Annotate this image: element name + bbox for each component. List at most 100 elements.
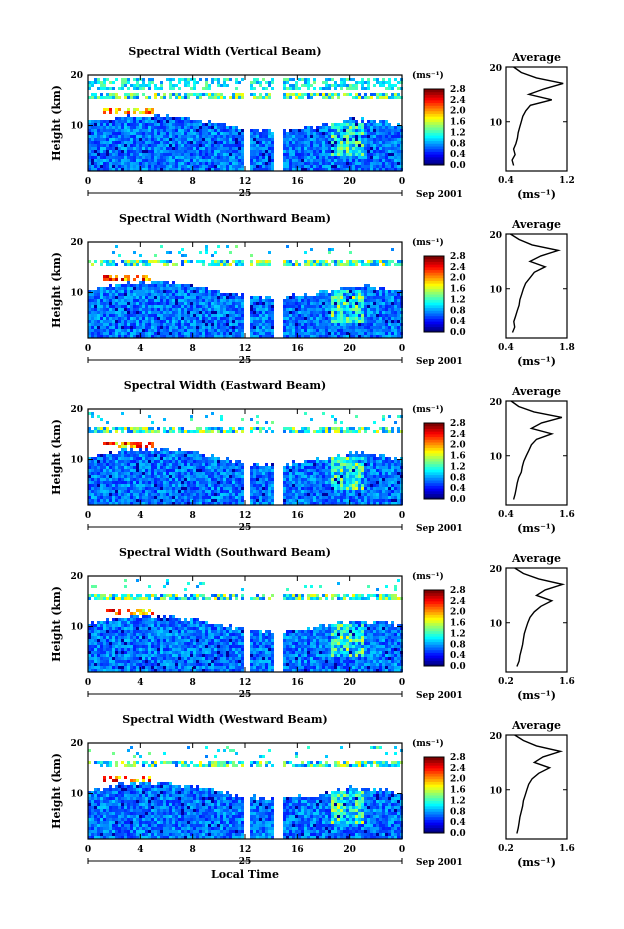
heatmap-cell bbox=[349, 144, 352, 147]
heatmap-cell bbox=[289, 263, 292, 266]
heatmap-cell bbox=[196, 332, 199, 335]
heatmap-cell bbox=[364, 293, 367, 296]
heatmap-cell bbox=[148, 502, 151, 505]
heatmap-cell bbox=[124, 293, 127, 296]
heatmap-cell bbox=[337, 147, 340, 150]
heatmap-cell bbox=[337, 326, 340, 329]
heatmap-cell bbox=[136, 287, 139, 290]
heatmap-cell bbox=[193, 293, 196, 296]
heatmap-cell bbox=[142, 278, 145, 281]
heatmap-cell bbox=[217, 460, 220, 463]
heatmap-cell bbox=[103, 132, 106, 135]
heatmap-cell bbox=[145, 332, 148, 335]
heatmap-cell bbox=[202, 469, 205, 472]
heatmap-cell bbox=[322, 320, 325, 323]
heatmap-cell bbox=[100, 296, 103, 299]
heatmap-cell bbox=[190, 308, 193, 311]
heatmap-cell bbox=[187, 135, 190, 138]
heatmap-cell bbox=[355, 93, 358, 96]
heatmap-cell bbox=[271, 305, 274, 308]
heatmap-cell bbox=[223, 156, 226, 159]
heatmap-cell bbox=[208, 487, 211, 490]
heatmap-cell bbox=[172, 481, 175, 484]
heatmap-cell bbox=[361, 135, 364, 138]
heatmap-cell bbox=[295, 144, 298, 147]
heatmap-cell bbox=[385, 168, 388, 171]
heatmap-cell bbox=[181, 478, 184, 481]
heatmap-cell bbox=[133, 111, 136, 114]
heatmap-cell bbox=[103, 159, 106, 162]
heatmap-cell bbox=[364, 135, 367, 138]
heatmap-cell bbox=[346, 93, 349, 96]
heatmap-cell bbox=[361, 317, 364, 320]
heatmap-cell bbox=[97, 460, 100, 463]
heatmap-cell bbox=[268, 93, 271, 96]
heatmap-cell bbox=[283, 141, 286, 144]
heatmap-cell bbox=[136, 323, 139, 326]
heatmap-cell bbox=[217, 159, 220, 162]
heatmap-cell bbox=[253, 141, 256, 144]
heatmap-cell bbox=[289, 135, 292, 138]
heatmap-cell bbox=[304, 314, 307, 317]
heatmap-cell bbox=[166, 290, 169, 293]
heatmap-cell bbox=[256, 150, 259, 153]
heatmap-cell bbox=[190, 490, 193, 493]
heatmap-cell bbox=[142, 484, 145, 487]
heatmap-cell bbox=[112, 135, 115, 138]
heatmap-cell bbox=[283, 156, 286, 159]
heatmap-cell bbox=[172, 478, 175, 481]
heatmap-cell bbox=[262, 162, 265, 165]
heatmap-cell bbox=[178, 472, 181, 475]
heatmap-cell bbox=[205, 335, 208, 338]
heatmap-cell bbox=[223, 493, 226, 496]
heatmap-cell bbox=[163, 454, 166, 457]
heatmap-cell bbox=[133, 162, 136, 165]
heatmap-cell bbox=[217, 245, 220, 248]
heatmap-cell bbox=[238, 296, 241, 299]
heatmap-cell bbox=[133, 457, 136, 460]
heatmap-cell bbox=[214, 463, 217, 466]
heatmap-cell bbox=[232, 132, 235, 135]
heatmap-cell bbox=[172, 117, 175, 120]
heatmap-cell bbox=[250, 93, 253, 96]
heatmap-cell bbox=[196, 460, 199, 463]
heatmap-cell bbox=[382, 123, 385, 126]
heatmap-cell bbox=[226, 78, 229, 81]
heatmap-cell bbox=[109, 111, 112, 114]
heatmap-cell bbox=[202, 123, 205, 126]
heatmap-cell bbox=[199, 168, 202, 171]
heatmap-cell bbox=[379, 308, 382, 311]
heatmap-cell bbox=[271, 317, 274, 320]
heatmap-cell bbox=[337, 332, 340, 335]
heatmap-cell bbox=[301, 326, 304, 329]
heatmap-cell bbox=[379, 305, 382, 308]
heatmap-cell bbox=[181, 120, 184, 123]
heatmap-cell bbox=[211, 314, 214, 317]
colorbar-segment bbox=[424, 159, 444, 163]
heatmap-cell bbox=[106, 478, 109, 481]
heatmap-cell bbox=[391, 317, 394, 320]
heatmap-cell bbox=[154, 141, 157, 144]
heatmap-cell bbox=[367, 299, 370, 302]
heatmap-cell bbox=[298, 299, 301, 302]
heatmap-cell bbox=[355, 120, 358, 123]
heatmap-cell bbox=[175, 472, 178, 475]
heatmap-cell bbox=[286, 153, 289, 156]
heatmap-cell bbox=[391, 144, 394, 147]
heatmap-cell bbox=[340, 302, 343, 305]
heatmap-cell bbox=[190, 296, 193, 299]
heatmap-cell bbox=[112, 493, 115, 496]
heatmap-cell bbox=[373, 326, 376, 329]
heatmap-cell bbox=[115, 472, 118, 475]
heatmap-cell bbox=[181, 165, 184, 168]
heatmap-cell bbox=[205, 314, 208, 317]
heatmap-cell bbox=[259, 311, 262, 314]
heatmap-cell bbox=[157, 481, 160, 484]
heatmap-cell bbox=[262, 87, 265, 90]
heatmap-cell bbox=[142, 81, 145, 84]
heatmap-cell bbox=[295, 260, 298, 263]
heatmap-cell bbox=[268, 302, 271, 305]
heatmap-cell bbox=[328, 263, 331, 266]
heatmap-cell bbox=[295, 329, 298, 332]
heatmap-cell bbox=[148, 496, 151, 499]
